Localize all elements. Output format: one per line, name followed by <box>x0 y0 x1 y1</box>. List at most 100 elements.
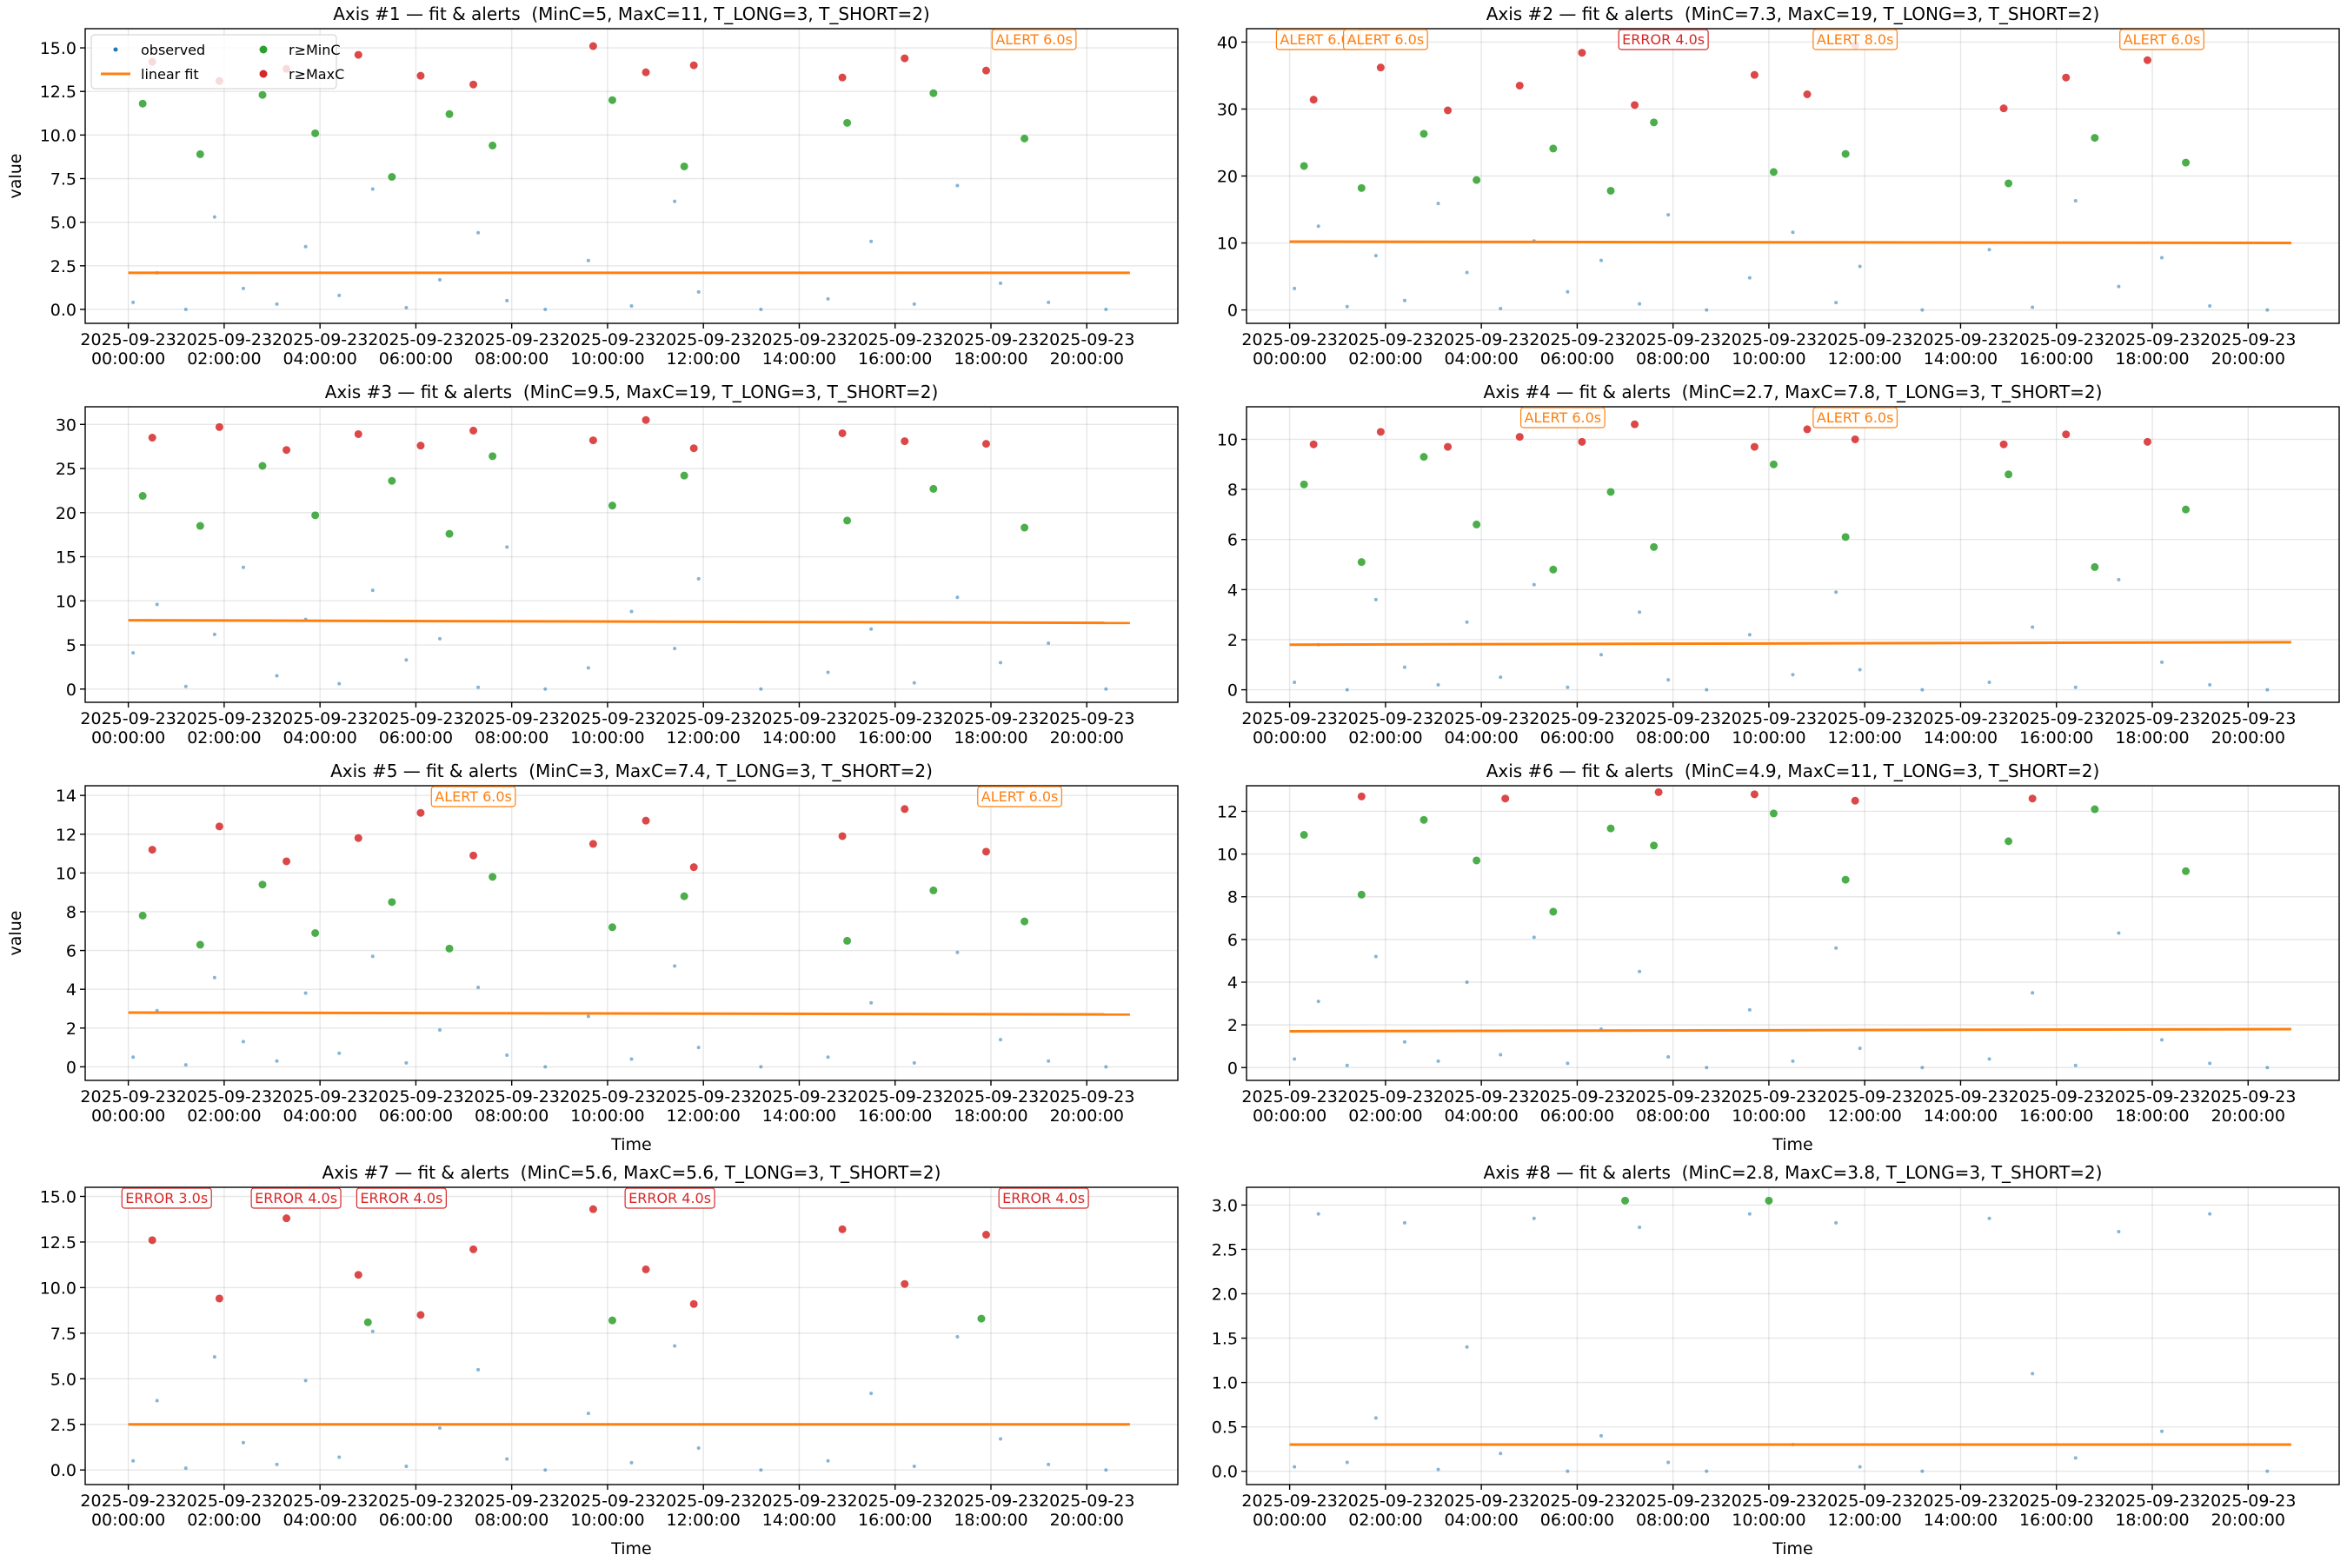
observed-point <box>370 954 375 959</box>
x-tick-label: 2025-09-23 20:00:00 <box>2200 330 2296 369</box>
observed-point <box>131 300 136 304</box>
y-tick-label: 0.5 <box>1212 1419 1238 1438</box>
observed-point <box>826 670 830 674</box>
observed-point <box>2160 1038 2164 1042</box>
legend-marker <box>113 47 118 52</box>
flag-point <box>977 1314 986 1323</box>
flag-point <box>354 834 362 842</box>
observed-point <box>1104 687 1108 691</box>
plot-area <box>1289 41 2291 312</box>
flag-point <box>215 1294 223 1303</box>
fit-line <box>128 619 1130 625</box>
panel-title: Axis #3 — fit & alerts (MinC=9.5, MaxC=1… <box>325 382 939 402</box>
observed-point <box>183 684 188 688</box>
flag-point <box>148 846 156 854</box>
observed-point <box>1920 1066 1925 1070</box>
observed-point <box>370 588 375 593</box>
observed-point <box>505 1053 509 1058</box>
flag-point <box>1309 96 1318 104</box>
flag-point <box>1606 824 1615 833</box>
flag-point <box>138 911 147 920</box>
alert-label: ALERT 6.0s <box>2124 31 2201 48</box>
observed-point <box>1791 673 1795 677</box>
alert-box <box>1618 29 1709 50</box>
flag-point <box>981 66 990 75</box>
flag-point <box>196 522 204 530</box>
observed-point <box>1047 641 1051 645</box>
x-tick-label: 2025-09-23 08:00:00 <box>463 330 559 369</box>
flag-point <box>929 89 938 97</box>
flag-point <box>1606 488 1615 496</box>
y-tick-label: 40 <box>1217 33 1238 52</box>
panel-title: Axis #2 — fit & alerts (MinC=7.3, MaxC=1… <box>1486 3 2100 24</box>
flag-point <box>642 415 650 424</box>
observed-point <box>673 1344 677 1348</box>
x-tick-label: 2025-09-23 06:00:00 <box>368 330 463 369</box>
observed-point <box>1705 308 1709 312</box>
flag-point <box>2005 837 2013 846</box>
observed-point <box>1345 1460 1349 1465</box>
alert-annotation: ALERT 6.0s <box>991 29 1077 50</box>
alert-label: ERROR 4.0s <box>1002 1190 1085 1206</box>
flag-point <box>838 73 847 82</box>
alert-label: ALERT 6.0s <box>1347 31 1425 48</box>
plot-area <box>128 415 1130 691</box>
observed-point <box>1566 1469 1570 1473</box>
plot-area <box>1289 787 2291 1070</box>
flag-point <box>196 149 204 158</box>
x-tick-label: 2025-09-23 12:00:00 <box>1817 1492 1912 1530</box>
flag-point <box>1803 90 1812 99</box>
observed-point <box>1566 1061 1570 1066</box>
x-tick-label: 2025-09-23 18:00:00 <box>2104 709 2200 747</box>
x-tick-label: 2025-09-23 14:00:00 <box>751 1087 847 1126</box>
alert-label: ERROR 4.0s <box>360 1190 442 1206</box>
flag-point <box>1578 49 1586 57</box>
observed-point <box>696 576 701 581</box>
observed-point <box>696 1446 701 1451</box>
observed-point <box>1293 1465 1297 1469</box>
observed-point <box>912 681 916 685</box>
flag-point <box>1309 440 1318 448</box>
flag-point <box>680 892 688 900</box>
flag-point <box>2182 505 2191 514</box>
flag-point <box>689 61 698 70</box>
observed-point <box>212 215 216 219</box>
flag-point <box>311 511 320 520</box>
flag-point <box>901 805 909 814</box>
y-tick-label: 30 <box>1217 100 1238 119</box>
flag-point <box>1841 149 1850 158</box>
flag-point <box>1357 558 1366 567</box>
observed-point <box>2073 199 2078 203</box>
alert-box <box>977 786 1062 807</box>
x-tick-label: 2025-09-23 04:00:00 <box>272 330 368 369</box>
observed-point <box>404 305 409 309</box>
x-tick-label: 2025-09-23 08:00:00 <box>1625 1492 1720 1530</box>
flag-point <box>1376 63 1385 72</box>
x-tick-label: 2025-09-23 08:00:00 <box>463 1087 559 1126</box>
x-tick-label: 2025-09-23 06:00:00 <box>1529 1492 1625 1530</box>
observed-point <box>1638 969 1642 973</box>
flag-point <box>489 452 497 461</box>
observed-point <box>629 1057 634 1061</box>
observed-point <box>241 1040 245 1044</box>
flag-point <box>588 1205 597 1213</box>
flag-point <box>838 1225 847 1233</box>
x-tick-label: 2025-09-23 04:00:00 <box>1433 709 1529 747</box>
flag-point <box>1803 425 1812 434</box>
panel-title: Axis #4 — fit & alerts (MinC=2.7, MaxC=7… <box>1484 382 2103 402</box>
observed-point <box>826 1055 830 1060</box>
flag-point <box>1841 533 1850 541</box>
flag-point <box>642 816 650 825</box>
y-tick-label: 10.0 <box>40 126 76 145</box>
legend-marker <box>259 70 268 78</box>
observed-point <box>241 286 245 290</box>
observed-point <box>1858 1046 1862 1051</box>
observed-point <box>1402 298 1406 302</box>
observed-point <box>543 1065 548 1069</box>
y-tick-label: 2 <box>66 1020 76 1039</box>
alert-annotation: ERROR 4.0s <box>250 1187 342 1209</box>
flag-point <box>2182 867 2191 875</box>
legend-label: observed <box>141 42 205 58</box>
y-tick-label: 6 <box>1227 531 1238 550</box>
